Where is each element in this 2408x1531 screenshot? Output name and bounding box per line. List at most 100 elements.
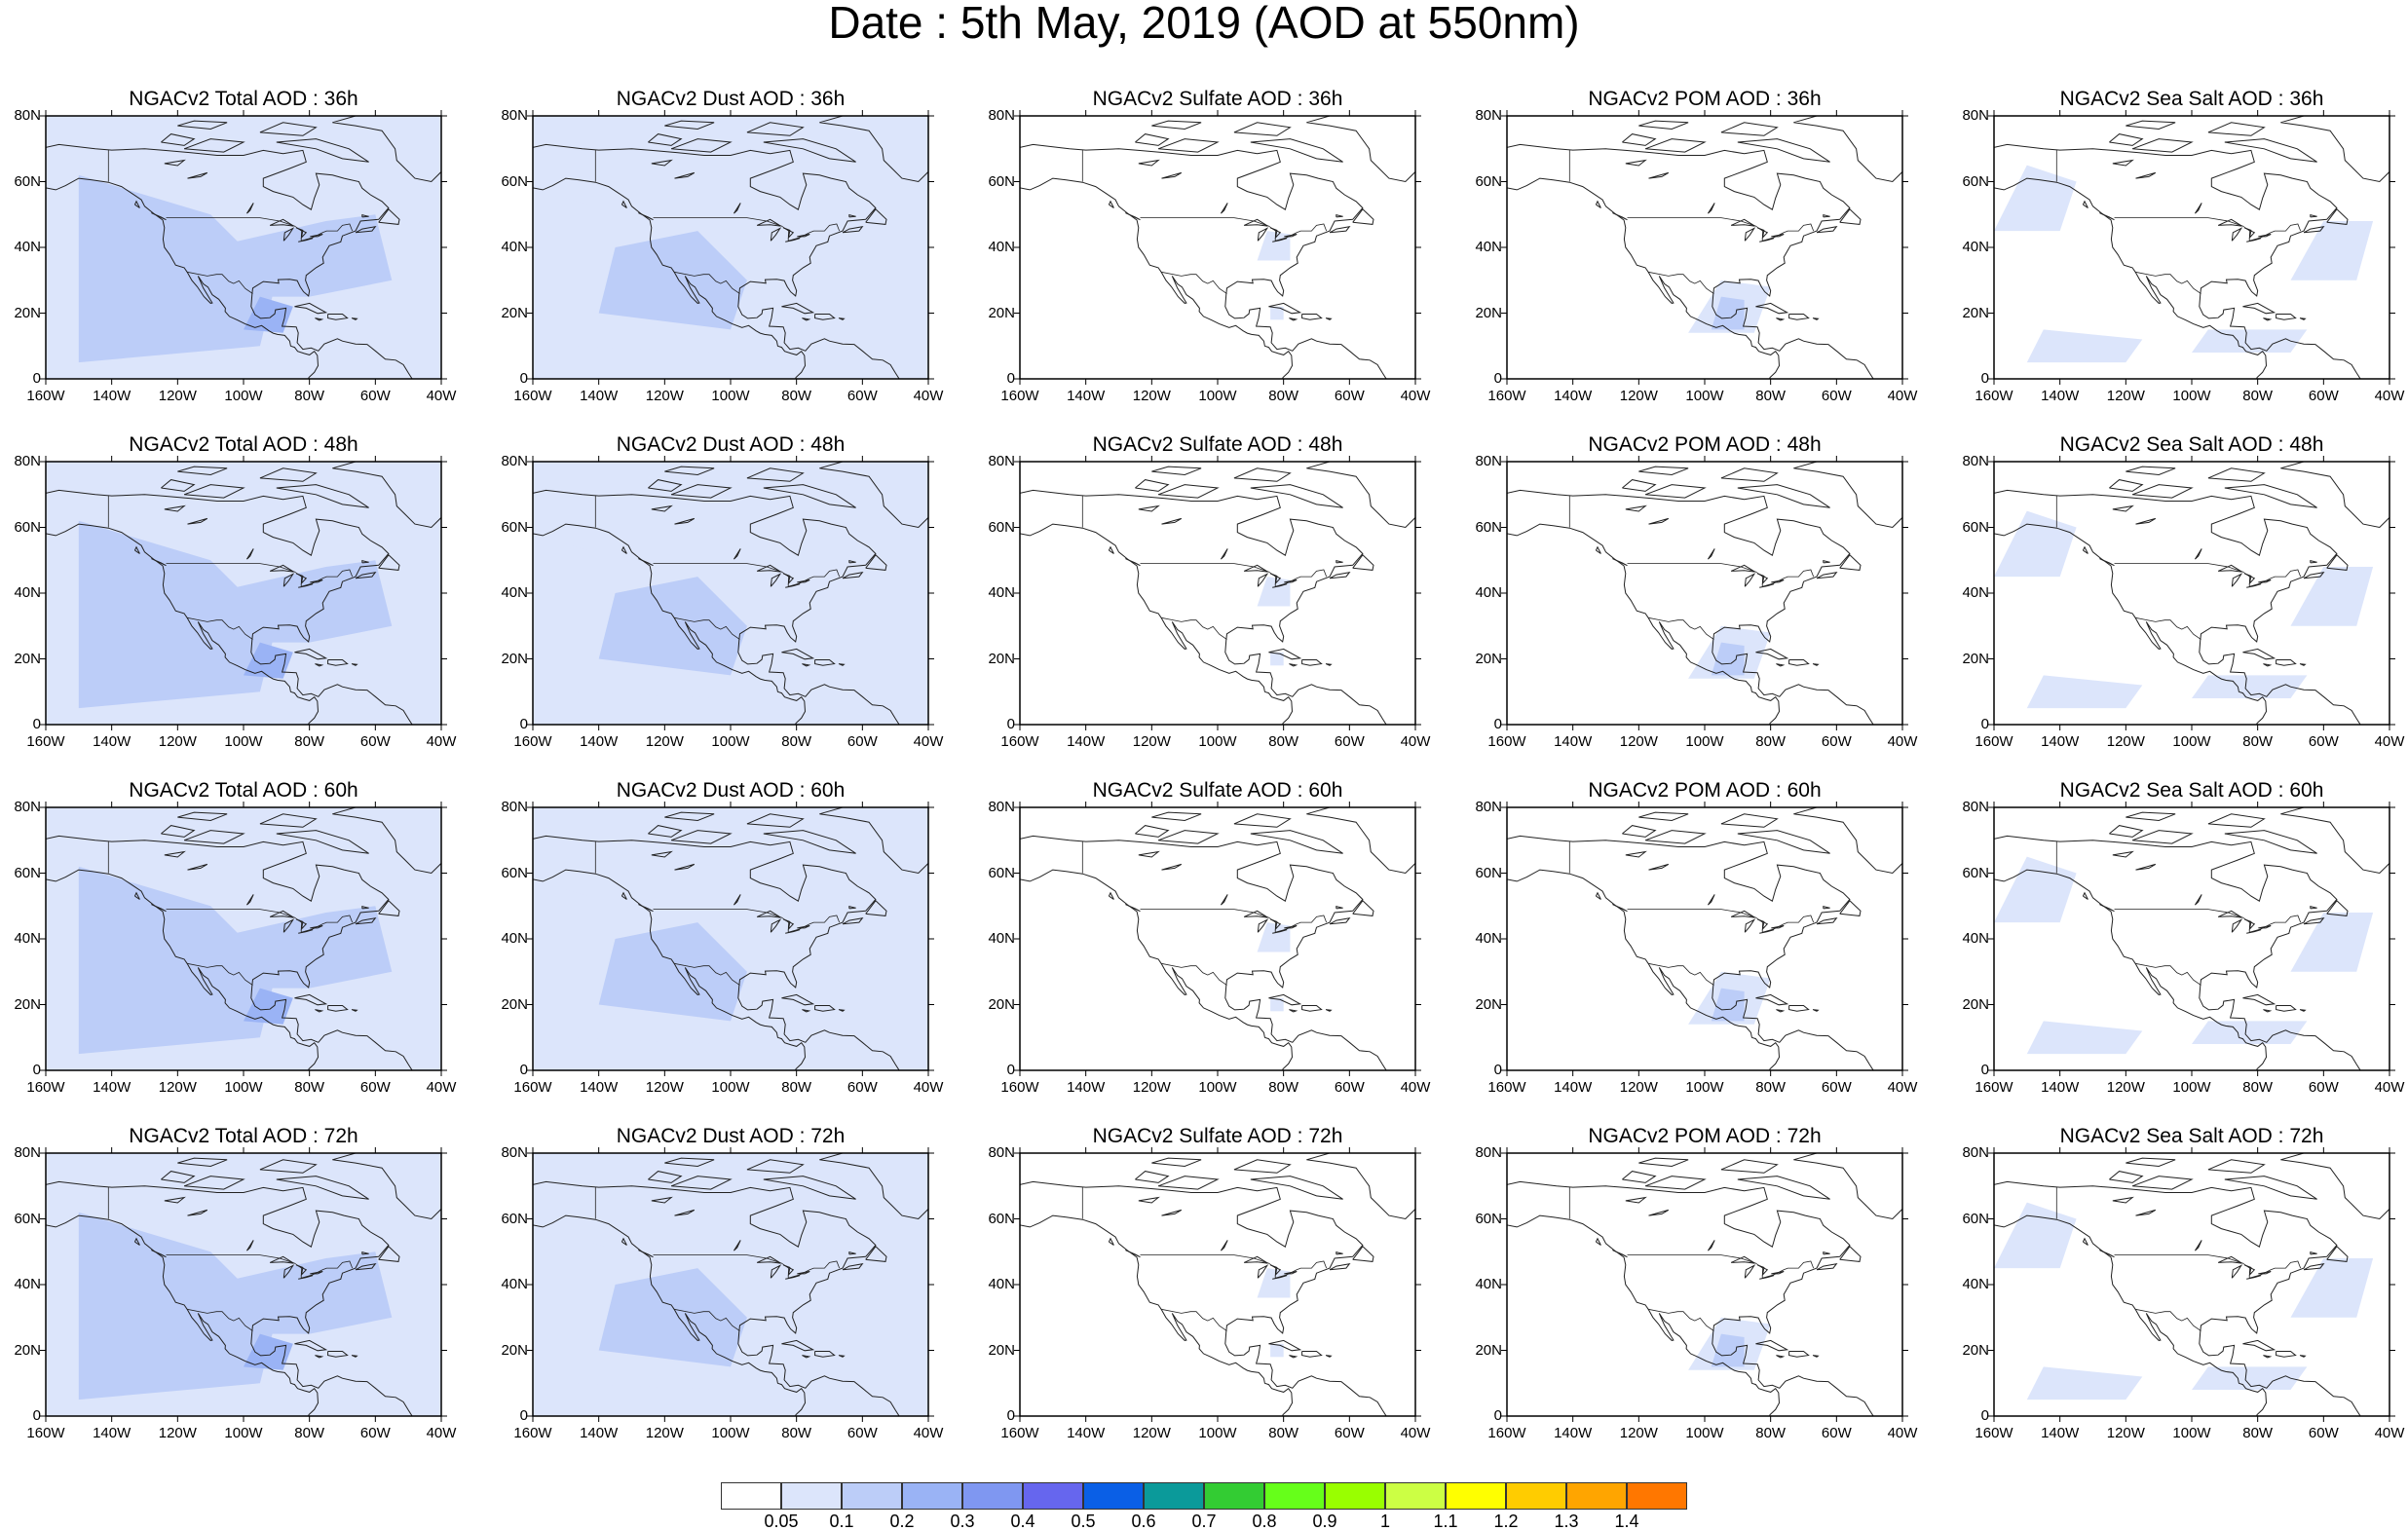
aod-shading	[2192, 675, 2308, 698]
panel-title: NGACv2 POM AOD : 48h	[1588, 433, 1822, 456]
island-outline	[2242, 993, 2276, 1006]
panel-title: NGACv2 Dust AOD : 36h	[616, 88, 846, 110]
island-outline	[1776, 1355, 1786, 1359]
island-outline	[378, 208, 400, 225]
lake-outline	[1257, 573, 1269, 587]
map-plot	[1014, 456, 1421, 730]
island-outline	[1612, 904, 1628, 913]
aod-shading	[244, 296, 293, 333]
island-outline	[1108, 200, 1114, 208]
colorbar-swatch	[1627, 1482, 1687, 1510]
panel-title: NGACv2 Sea Salt AOD : 48h	[2059, 433, 2324, 456]
island-outline	[259, 813, 318, 828]
island-outline	[781, 648, 815, 660]
coastline	[1994, 1180, 2361, 1416]
aod-shading	[210, 1251, 393, 1334]
lon-label: 160W	[26, 388, 65, 404]
island-outline	[842, 571, 864, 579]
lon-label: 60W	[359, 733, 391, 750]
aod-shading	[244, 642, 293, 679]
island-outline	[1776, 663, 1786, 667]
aod-shading	[2026, 329, 2143, 363]
lon-label: 60W	[2308, 1079, 2339, 1096]
lat-label: 80N	[501, 1144, 528, 1161]
lake-outline	[1707, 203, 1715, 214]
lake-outline	[1138, 1196, 1160, 1204]
aod-shading	[2192, 1021, 2308, 1044]
colorbar	[721, 1482, 1687, 1512]
lake-outline	[651, 159, 673, 167]
island-outline	[294, 302, 328, 315]
aod-shading	[1270, 1343, 1284, 1358]
island-outline	[1233, 467, 1292, 482]
lake-outline	[1744, 227, 1756, 242]
island-outline	[1720, 467, 1779, 482]
lat-label: 40N	[14, 584, 41, 601]
lake-outline	[2135, 863, 2157, 871]
island-outline	[1812, 317, 1820, 320]
lake-outline	[298, 929, 314, 934]
island-outline	[2326, 1246, 2349, 1262]
lake-outline	[1759, 929, 1775, 934]
panel-title: NGACv2 Dust AOD : 60h	[616, 779, 846, 802]
lon-label: 60W	[1821, 733, 1852, 750]
island-outline	[161, 825, 196, 838]
island-outline	[1595, 891, 1601, 900]
island-outline	[1788, 659, 1810, 666]
map-panel-seasalt-72h: NGACv2 Sea Salt AOD : 72h 80N 60N 40N 20N 0 16…	[1948, 1125, 2406, 1446]
lat-label: 80N	[988, 799, 1015, 815]
lake-outline	[770, 227, 782, 242]
lake-outline	[2135, 171, 2157, 179]
aod-shading	[1270, 652, 1284, 666]
island-outline	[1823, 905, 1830, 910]
island-outline	[315, 663, 324, 667]
aod-shading	[1994, 510, 2077, 578]
island-outline	[621, 1237, 627, 1246]
lon-label: 120W	[158, 1425, 197, 1441]
lake-outline	[1625, 850, 1647, 858]
coastline	[1020, 1180, 1387, 1416]
lon-label: 140W	[1067, 733, 1106, 750]
lon-label: 120W	[2106, 1425, 2145, 1441]
island-outline	[183, 1176, 245, 1190]
lon-label: 40W	[1400, 1079, 1431, 1096]
country-border	[1627, 1254, 1815, 1279]
island-outline	[1638, 1157, 1689, 1168]
island-outline	[177, 1157, 228, 1168]
island-outline	[177, 811, 228, 822]
island-outline	[2082, 200, 2088, 208]
lat-label: 40N	[988, 584, 1015, 601]
map-canvas	[1014, 456, 1421, 730]
colorbar-swatch	[1204, 1482, 1264, 1510]
lake-outline	[785, 929, 801, 934]
map-plot	[1988, 456, 2395, 730]
island-outline	[1622, 133, 1657, 146]
island-outline	[781, 1339, 815, 1352]
lake-outline	[187, 517, 208, 525]
lon-label: 40W	[1400, 388, 1431, 404]
island-outline	[670, 1176, 733, 1190]
aod-shading	[1711, 642, 1745, 676]
country-border	[1627, 217, 1815, 242]
lon-label: 100W	[1198, 1079, 1237, 1096]
island-outline	[294, 993, 328, 1006]
lat-label: 20N	[1962, 1341, 1989, 1359]
island-outline	[848, 559, 856, 564]
map-canvas	[1014, 110, 1421, 385]
lake-outline	[2231, 918, 2243, 933]
lon-label: 120W	[645, 1425, 684, 1441]
country-border	[674, 1308, 740, 1331]
lat-label: 40N	[501, 930, 528, 947]
lake-outline	[770, 918, 782, 933]
island-outline	[1325, 1009, 1333, 1012]
lat-label: 40N	[14, 1276, 41, 1292]
lat-label: 40N	[1475, 1276, 1502, 1292]
colorbar-swatch	[1325, 1482, 1385, 1510]
lake-outline	[298, 1275, 314, 1280]
lake-outline	[1138, 850, 1160, 858]
country-border	[1648, 962, 1714, 986]
lake-outline	[2194, 203, 2202, 214]
country-border	[2135, 962, 2201, 986]
coastline	[46, 177, 320, 379]
lat-label: 60N	[14, 172, 41, 190]
